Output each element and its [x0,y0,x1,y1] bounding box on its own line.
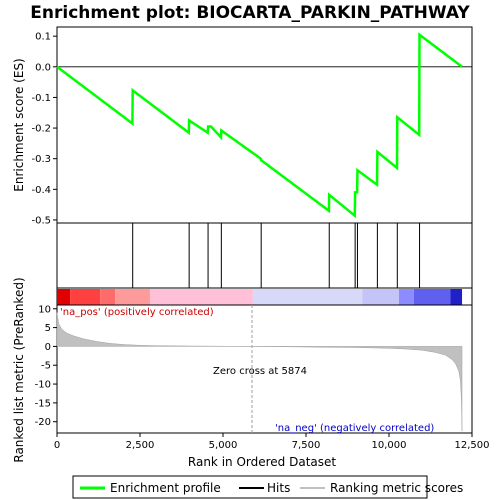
metric-y-axis: 10 5 0 -5 -10 -15 -20 [35,304,57,428]
rank-color-bar [57,288,472,305]
metric-y-tick-label: -20 [35,417,51,428]
metric-y-axis-title: Ranked list metric (PreRanked) [12,277,26,462]
pos-correlated-label: 'na_pos' (positively correlated) [60,307,214,318]
es-y-tick-label: 0.0 [35,62,51,73]
color-bar-segment [57,289,70,305]
es-y-tick-label: -0.2 [31,124,51,135]
hits-panel [57,223,472,288]
x-axis-title: Rank in Ordered Dataset [188,455,336,469]
neg-correlated-label: 'na_neg' (negatively correlated) [275,423,434,434]
color-bar-segment [414,289,451,305]
metric-panel: 10 5 0 -5 -10 -15 -20 0 2,500 5,000 7,500 10,000 12… [12,277,490,469]
color-bar-segment [399,289,414,305]
x-axis: 0 2,500 5,000 7,500 10,000 12,500 [54,433,490,451]
x-tick-label: 2,500 [126,440,155,451]
metric-y-tick-label: -5 [41,361,51,372]
color-bar-segment [253,289,363,305]
color-bar-segment [100,289,115,305]
es-y-tick-label: -0.3 [31,154,51,165]
color-bar-segment [150,289,253,305]
es-y-axis: 0.1 0.0 -0.1 -0.2 -0.3 -0.4 -0.5 [31,32,57,227]
metric-y-tick-label: 0 [45,342,51,353]
zero-cross-label: Zero cross at 5874 [213,366,307,377]
metric-y-tick-label: -10 [35,380,51,391]
color-bar-segment [70,289,100,305]
metric-y-tick-label: -15 [35,398,51,409]
legend: Enrichment profile Hits Ranking metric s… [73,476,463,498]
x-tick-label: 5,000 [209,440,238,451]
legend-enrichment-label: Enrichment profile [110,481,221,495]
metric-y-tick-label: 10 [38,304,51,315]
x-tick-label: 0 [54,440,60,451]
es-y-tick-label: -0.4 [31,185,51,196]
es-panel-frame [57,27,472,223]
color-bar-segment [115,289,150,305]
chart-title: Enrichment plot: BIOCARTA_PARKIN_PATHWAY [30,3,470,23]
x-tick-label: 12,500 [455,440,490,451]
metric-y-tick-label: 5 [45,323,51,334]
es-y-tick-label: 0.1 [35,32,51,43]
color-bar-segment [450,289,462,305]
es-y-tick-label: -0.5 [31,215,51,226]
es-panel: 0.1 0.0 -0.1 -0.2 -0.3 -0.4 -0.5 Enrichment sc… [12,27,472,226]
hits-panel-frame [57,223,472,288]
es-y-axis-title: Enrichment score (ES) [12,58,26,191]
x-tick-label: 7,500 [292,440,321,451]
legend-metric-label: Ranking metric scores [330,481,463,495]
legend-hits-label: Hits [267,481,290,495]
x-tick-label: 10,000 [372,440,407,451]
es-y-tick-label: -0.1 [31,93,51,104]
color-bar-segment [362,289,399,305]
